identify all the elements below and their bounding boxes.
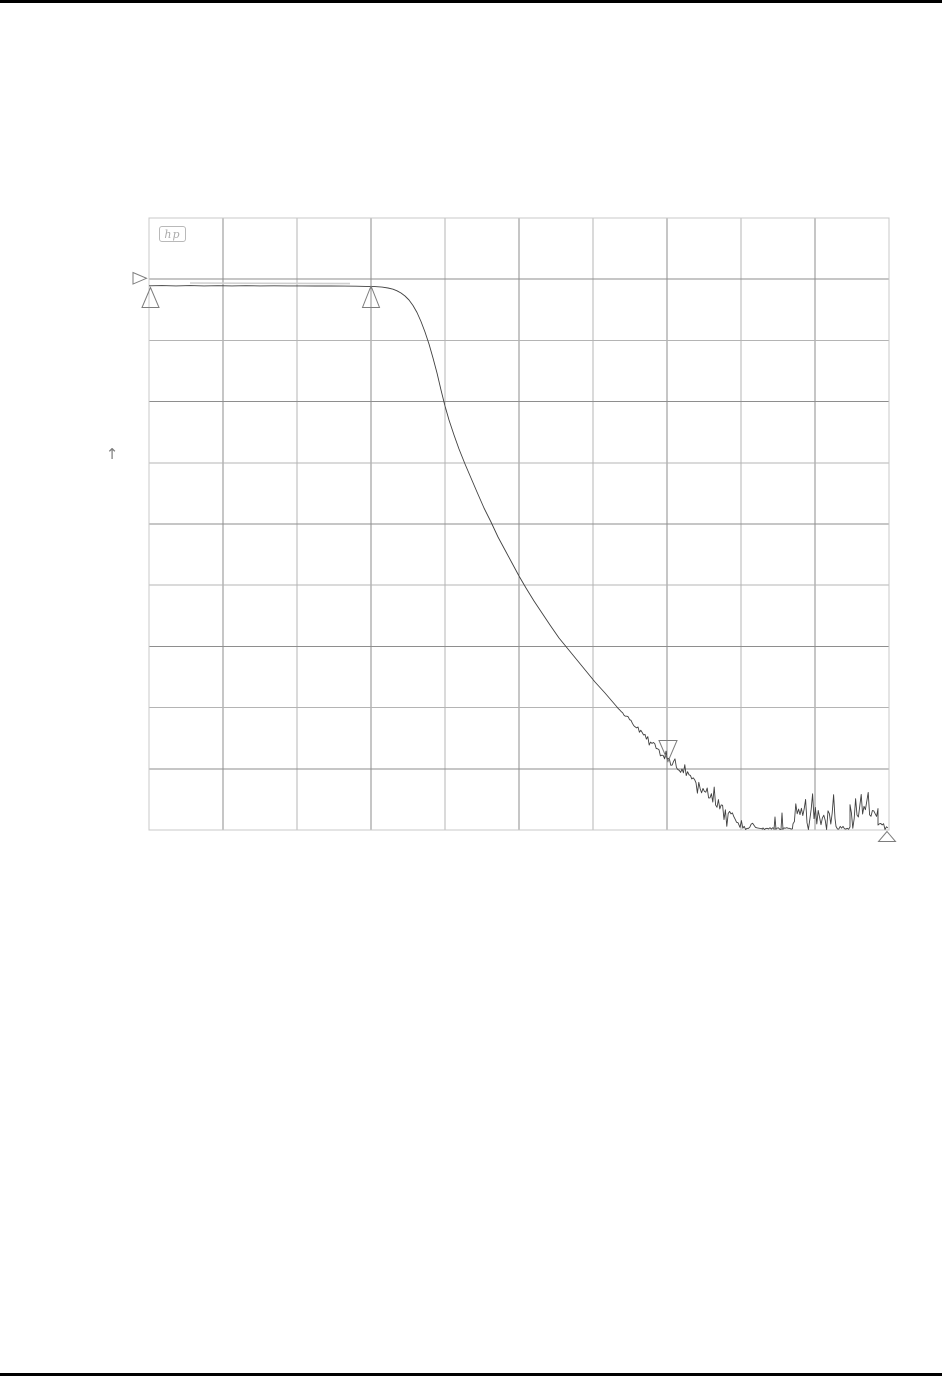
marker-2: [361, 284, 381, 308]
reference-level-marker: [132, 271, 148, 285]
sweep-end-marker: [877, 830, 897, 842]
response-trace: [148, 285, 889, 830]
memory-trace: [189, 282, 351, 285]
hp-logo: hp: [159, 226, 186, 242]
hp-logo-text: hp: [164, 227, 181, 241]
page-top-edge-rule: [0, 0, 942, 3]
marker-3: [658, 740, 678, 763]
up-arrow-icon: ↑: [105, 445, 119, 463]
page-bottom-edge-rule: [0, 1373, 942, 1376]
graticule-border: [148, 217, 890, 831]
marker-1: [141, 286, 160, 308]
